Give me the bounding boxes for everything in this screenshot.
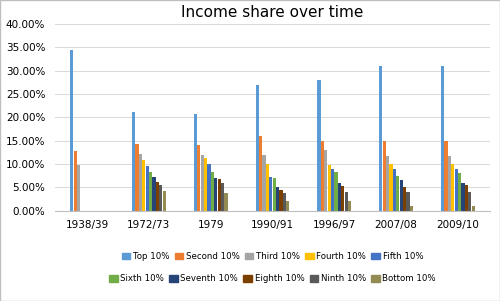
Bar (214, 178, 218, 211)
Bar (194, 114, 197, 211)
Bar (451, 164, 454, 211)
Bar (338, 183, 341, 211)
Bar (403, 187, 406, 211)
Bar (328, 165, 331, 211)
Bar (386, 156, 389, 211)
Bar (136, 144, 138, 211)
Bar (344, 192, 348, 211)
Bar (266, 164, 269, 211)
Bar (200, 155, 204, 211)
Bar (152, 177, 156, 211)
Bar (444, 141, 448, 211)
Bar (198, 145, 200, 211)
Bar (406, 192, 410, 211)
Bar (269, 177, 272, 211)
Bar (472, 206, 474, 211)
Legend: Sixth 10%, Seventh 10%, Eighth 10%, Ninth 10%, Bottom 10%: Sixth 10%, Seventh 10%, Eighth 10%, Nint… (106, 271, 440, 287)
Bar (468, 192, 471, 211)
Bar (441, 66, 444, 211)
Bar (321, 141, 324, 211)
Bar (276, 187, 279, 211)
Bar (208, 164, 210, 211)
Bar (454, 169, 458, 211)
Bar (390, 164, 392, 211)
Title: Income share over time: Income share over time (182, 5, 364, 20)
Bar (259, 136, 262, 211)
Bar (162, 191, 166, 211)
Bar (156, 182, 159, 211)
Bar (280, 190, 282, 211)
Bar (204, 158, 207, 211)
Bar (382, 141, 386, 211)
Bar (262, 155, 266, 211)
Bar (465, 185, 468, 211)
Bar (256, 85, 259, 211)
Bar (400, 180, 402, 211)
Bar (70, 50, 74, 211)
Bar (149, 172, 152, 211)
Bar (160, 185, 162, 211)
Bar (379, 66, 382, 211)
Bar (286, 201, 290, 211)
Bar (458, 173, 461, 211)
Bar (139, 154, 142, 211)
Bar (348, 201, 351, 211)
Bar (318, 80, 320, 211)
Bar (221, 183, 224, 211)
Bar (224, 193, 228, 211)
Bar (410, 206, 413, 211)
Bar (74, 151, 77, 211)
Bar (283, 193, 286, 211)
Bar (341, 186, 344, 211)
Bar (218, 178, 221, 211)
Bar (334, 172, 338, 211)
Bar (142, 160, 146, 211)
Bar (272, 178, 276, 211)
Bar (77, 166, 80, 211)
Bar (331, 169, 334, 211)
Bar (448, 156, 451, 211)
Bar (132, 112, 135, 211)
Bar (393, 169, 396, 211)
Bar (211, 172, 214, 211)
Bar (462, 183, 464, 211)
Bar (324, 150, 328, 211)
Bar (396, 176, 400, 211)
Bar (146, 166, 149, 211)
